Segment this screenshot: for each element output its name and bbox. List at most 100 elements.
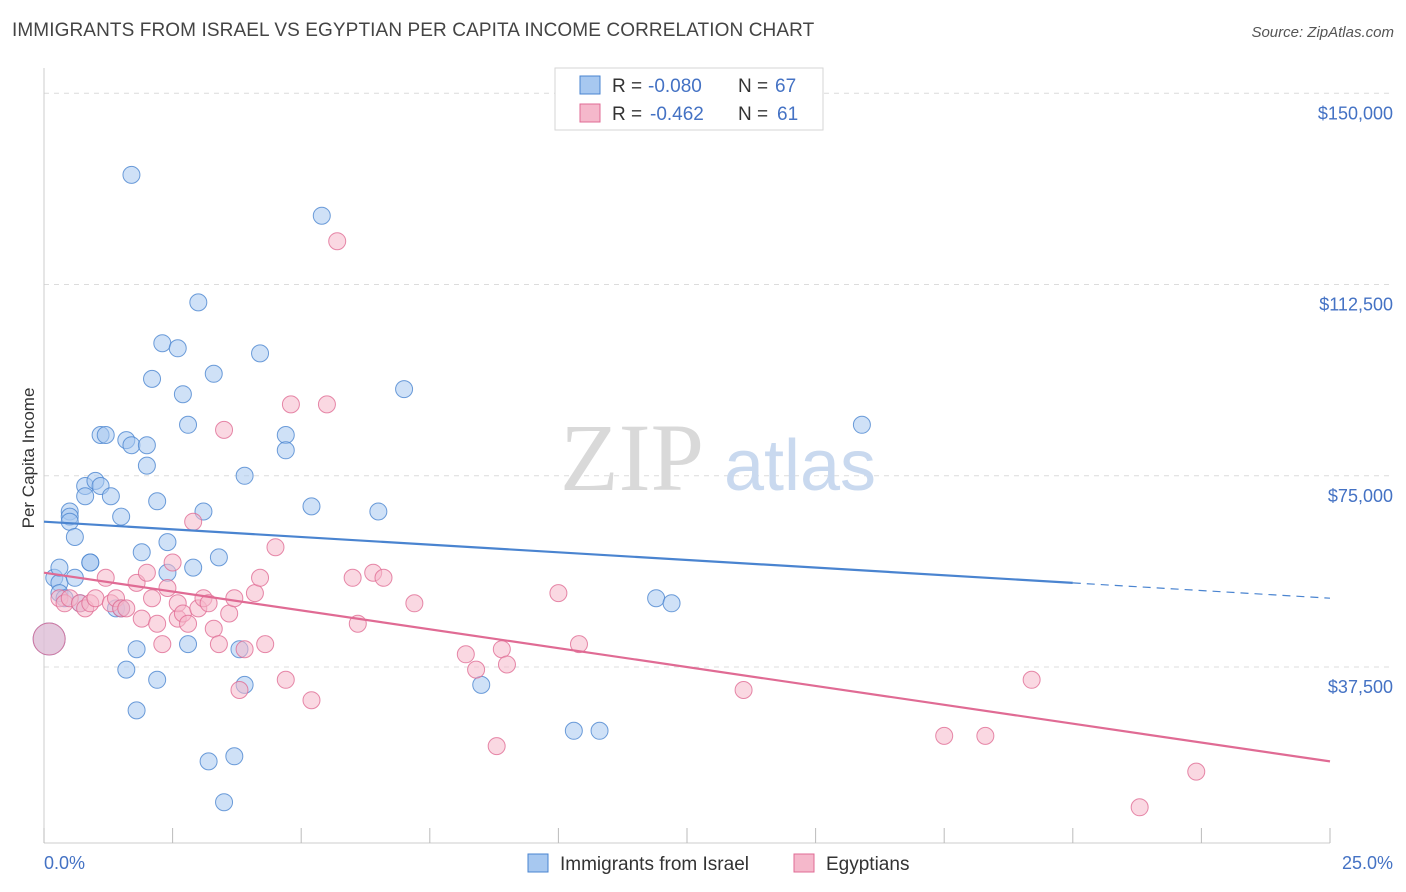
egyptians-point-39 — [266, 538, 285, 557]
israel-point-40 — [179, 415, 198, 434]
israel-point-23 — [117, 660, 136, 679]
israel-trend-line — [43, 520, 1073, 584]
egyptians-point-0 — [32, 622, 66, 656]
israel-point-35 — [153, 334, 172, 353]
egyptians-point-7 — [86, 589, 105, 608]
israel-trend-extension — [1072, 582, 1331, 599]
y-axis-label: Per Capita Income — [19, 388, 38, 529]
legend-r-label-1: R = — [612, 76, 642, 97]
egyptians-point-17 — [148, 614, 167, 633]
israel-point-8 — [65, 528, 84, 546]
israel-point-55 — [276, 441, 295, 460]
israel-point-12 — [76, 487, 95, 506]
israel-point-45 — [199, 752, 218, 771]
legend-swatch-israel — [579, 75, 601, 95]
egyptians-point-30 — [209, 635, 228, 654]
egyptians-point-52 — [487, 737, 506, 756]
israel-point-24 — [122, 165, 141, 184]
egyptians-point-25 — [184, 512, 203, 531]
israel-point-47 — [209, 548, 228, 567]
bottom-legend: Immigrants from Israel Egyptians — [527, 853, 909, 875]
israel-point-29 — [132, 543, 151, 562]
israel-point-52 — [235, 466, 254, 485]
israel-point-62 — [590, 721, 609, 740]
legend-n-label-2: N = — [738, 104, 768, 125]
egyptians-point-36 — [245, 584, 264, 603]
bottom-legend-swatch-israel — [527, 853, 549, 873]
israel-point-65 — [852, 415, 871, 434]
egyptians-point-33 — [225, 589, 244, 608]
israel-point-27 — [127, 701, 146, 720]
egyptians-point-48 — [374, 568, 393, 587]
israel-point-28 — [127, 640, 146, 659]
israel-point-61 — [564, 721, 583, 740]
israel-point-42 — [184, 558, 203, 577]
egyptians-point-57 — [734, 681, 753, 699]
israel-point-21 — [112, 507, 131, 526]
egyptians-point-28 — [199, 594, 218, 613]
egyptians-point-12 — [117, 599, 136, 618]
axes — [43, 68, 1331, 844]
egyptians-point-18 — [153, 635, 172, 654]
legend-n-label-1: N = — [738, 76, 768, 97]
egyptians-point-59 — [976, 726, 995, 745]
israel-point-64 — [662, 594, 681, 613]
egyptians-point-56 — [569, 635, 588, 654]
egyptians-point-35 — [235, 640, 254, 659]
israel-point-26 — [122, 436, 141, 455]
y-tick-label-0: $37,500 — [1328, 677, 1393, 697]
egyptians-point-44 — [328, 232, 347, 251]
egyptians-point-54 — [497, 655, 516, 674]
israel-point-30 — [137, 456, 156, 475]
israel-point-63 — [647, 589, 666, 608]
legend: R = -0.080 N = 67 R = -0.462 N = 61 — [554, 67, 824, 131]
israel-point-46 — [204, 364, 223, 383]
legend-r-value-1: -0.080 — [648, 76, 702, 97]
israel-point-38 — [168, 339, 187, 358]
israel-point-39 — [173, 385, 192, 404]
legend-n-value-1: 67 — [775, 76, 796, 97]
egyptians-point-60 — [1022, 670, 1041, 689]
israel-point-43 — [189, 293, 208, 312]
egyptians-point-14 — [132, 609, 151, 628]
egyptians-point-43 — [317, 395, 336, 414]
egyptians-point-15 — [137, 563, 156, 582]
egyptians-point-40 — [276, 670, 295, 689]
bottom-legend-egyptians: Egyptians — [826, 854, 909, 875]
egyptians-point-51 — [467, 660, 486, 679]
chart-title: IMMIGRANTS FROM ISRAEL VS EGYPTIAN PER C… — [12, 20, 815, 41]
egyptians-point-61 — [1130, 798, 1149, 817]
israel-point-41 — [179, 635, 198, 654]
bottom-legend-israel: Immigrants from Israel — [560, 854, 749, 875]
egyptians-point-37 — [251, 568, 270, 587]
egyptians-point-29 — [204, 619, 223, 638]
grid-lines — [44, 92, 1392, 668]
x-tick-label-1: 25.0% — [1342, 853, 1393, 873]
israel-point-14 — [81, 553, 100, 572]
legend-n-value-2: 61 — [777, 104, 798, 125]
egyptians-point-62 — [1187, 762, 1206, 781]
egyptians-point-45 — [343, 568, 362, 587]
egyptians-point-50 — [456, 645, 475, 664]
egyptians-point-55 — [549, 584, 568, 603]
israel-point-49 — [225, 747, 244, 766]
israel-point-57 — [312, 206, 331, 225]
israel-point-56 — [302, 497, 321, 516]
egyptians-trend-line — [43, 571, 1331, 763]
israel-point-3 — [50, 558, 69, 577]
egyptians-point-49 — [405, 594, 424, 613]
israel-point-34 — [148, 492, 167, 511]
y-tick-labels: $37,500 $75,000 $112,500 $150,000 — [1318, 103, 1393, 697]
egyptians-point-32 — [220, 604, 239, 623]
egyptians-point-34 — [230, 681, 249, 699]
watermark-atlas: atlas — [724, 426, 876, 506]
israel-point-60 — [472, 675, 491, 694]
watermark: ZIP atlas — [560, 404, 876, 511]
y-tick-label-3: $150,000 — [1318, 103, 1393, 123]
israel-point-33 — [148, 670, 167, 689]
x-tick-label-0: 0.0% — [44, 853, 85, 873]
egyptians-point-20 — [163, 553, 182, 572]
israel-point-18 — [96, 426, 115, 444]
egyptians-point-24 — [179, 614, 198, 633]
